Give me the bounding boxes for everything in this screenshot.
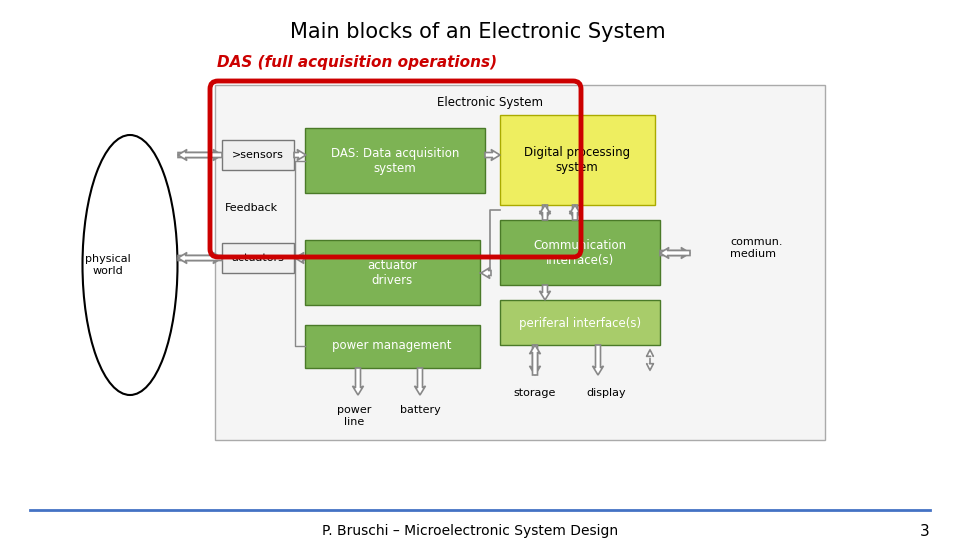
FancyArrow shape xyxy=(660,247,690,259)
Text: P. Bruschi – Microelectronic System Design: P. Bruschi – Microelectronic System Desi… xyxy=(322,524,618,538)
FancyArrow shape xyxy=(530,345,540,375)
Bar xyxy=(305,128,485,193)
FancyArrow shape xyxy=(352,368,364,395)
Bar xyxy=(500,300,660,345)
FancyArrow shape xyxy=(540,205,550,220)
Text: Digital processing
system: Digital processing system xyxy=(524,146,630,174)
Text: periferal interface(s): periferal interface(s) xyxy=(519,316,641,329)
Bar xyxy=(500,115,655,205)
Bar xyxy=(215,85,825,440)
Text: DAS: Data acquisition
system: DAS: Data acquisition system xyxy=(331,147,459,175)
FancyArrow shape xyxy=(569,205,581,220)
FancyArrow shape xyxy=(540,205,550,220)
Text: physical
world: physical world xyxy=(85,254,131,276)
FancyArrow shape xyxy=(178,150,222,160)
Text: Electronic System: Electronic System xyxy=(437,96,543,109)
FancyArrow shape xyxy=(530,345,540,375)
Text: power management: power management xyxy=(332,340,452,353)
Text: Main blocks of an Electronic System: Main blocks of an Electronic System xyxy=(290,22,666,42)
Bar xyxy=(222,243,294,273)
Bar xyxy=(305,325,480,368)
Text: power
line: power line xyxy=(337,405,372,427)
Text: >sensors: >sensors xyxy=(232,150,284,160)
Bar xyxy=(222,140,294,170)
Bar xyxy=(305,240,480,305)
FancyArrow shape xyxy=(569,205,581,220)
FancyArrow shape xyxy=(485,150,500,160)
Text: actuator
drivers: actuator drivers xyxy=(367,259,417,287)
Ellipse shape xyxy=(83,135,178,395)
FancyArrow shape xyxy=(294,150,306,160)
FancyArrow shape xyxy=(592,345,604,375)
Text: commun.
medium: commun. medium xyxy=(730,237,782,259)
FancyArrow shape xyxy=(178,253,222,264)
FancyArrow shape xyxy=(415,368,425,395)
FancyArrow shape xyxy=(660,247,690,259)
Text: Feedback: Feedback xyxy=(225,203,278,213)
FancyArrow shape xyxy=(540,285,550,300)
Text: DAS (full acquisition operations): DAS (full acquisition operations) xyxy=(217,55,497,70)
Text: Communication
Interface(s): Communication Interface(s) xyxy=(534,239,627,267)
FancyArrow shape xyxy=(178,150,222,160)
Text: display: display xyxy=(587,388,626,398)
Bar xyxy=(500,220,660,285)
Text: battery: battery xyxy=(399,405,441,415)
Text: storage: storage xyxy=(514,388,556,398)
Text: 3: 3 xyxy=(920,524,930,539)
FancyArrow shape xyxy=(295,253,304,264)
FancyArrow shape xyxy=(178,253,222,264)
FancyArrow shape xyxy=(481,267,491,279)
Text: actuators: actuators xyxy=(231,253,284,263)
